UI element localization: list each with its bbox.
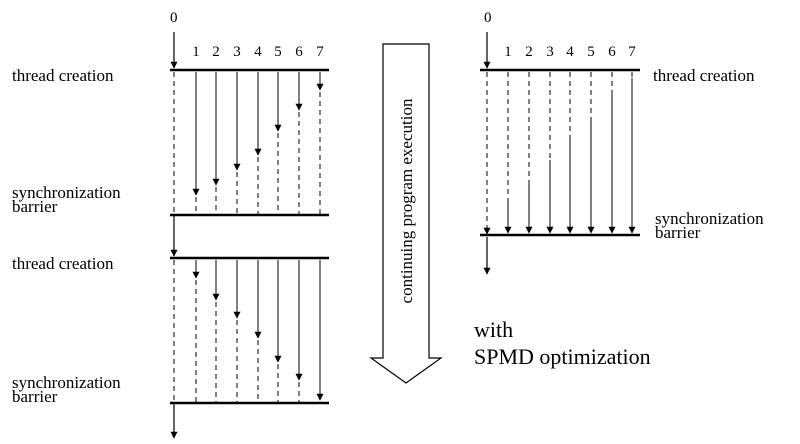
left-thread-label-7: 7 bbox=[316, 44, 324, 60]
right-thread-label-7: 7 bbox=[628, 44, 636, 60]
right-thread-label-6: 6 bbox=[608, 44, 616, 60]
right-master-thread-label: 0 bbox=[484, 10, 492, 26]
left-worker-threads-phase-1 bbox=[192, 72, 324, 214]
right-creation-label: thread creation bbox=[653, 66, 755, 85]
left-thread-label-4: 4 bbox=[254, 44, 262, 60]
left-thread-label-5: 5 bbox=[274, 44, 282, 60]
right-thread-label-2: 2 bbox=[525, 44, 533, 60]
left-thread-label-3: 3 bbox=[233, 44, 241, 60]
left-barrier-label-1-line1: synchronization bbox=[12, 183, 121, 202]
right-thread-label-3: 3 bbox=[546, 44, 554, 60]
right-worker-threads bbox=[504, 72, 636, 234]
left-thread-label-6: 6 bbox=[295, 44, 303, 60]
right-thread-label-1: 1 bbox=[504, 44, 512, 60]
caption-line1: with bbox=[474, 317, 513, 342]
right-barrier-label-line2: barrier bbox=[655, 223, 701, 242]
right-thread-label-4: 4 bbox=[566, 44, 574, 60]
left-barrier-label-2-line1: synchronization bbox=[12, 373, 121, 392]
left-barrier-label-1-line2: barrier bbox=[12, 197, 58, 216]
left-creation-label-2: thread creation bbox=[12, 254, 114, 273]
left-thread-label-2: 2 bbox=[212, 44, 220, 60]
left-thread-label-1: 1 bbox=[192, 44, 200, 60]
caption-line2: SPMD optimization bbox=[474, 344, 651, 369]
big-down-arrow-shape bbox=[369, 43, 443, 384]
right-barrier-label-line1: synchronization bbox=[655, 209, 764, 228]
left-master-thread-label: 0 bbox=[170, 10, 178, 26]
continuing-execution-arrow: continuing program execution bbox=[369, 43, 443, 384]
left-barrier-label-2-line2: barrier bbox=[12, 387, 58, 406]
continuing-execution-label: continuing program execution bbox=[397, 98, 416, 303]
left-worker-threads-phase-2 bbox=[192, 260, 324, 402]
right-thread-label-5: 5 bbox=[587, 44, 595, 60]
left-creation-label-1: thread creation bbox=[12, 66, 114, 85]
